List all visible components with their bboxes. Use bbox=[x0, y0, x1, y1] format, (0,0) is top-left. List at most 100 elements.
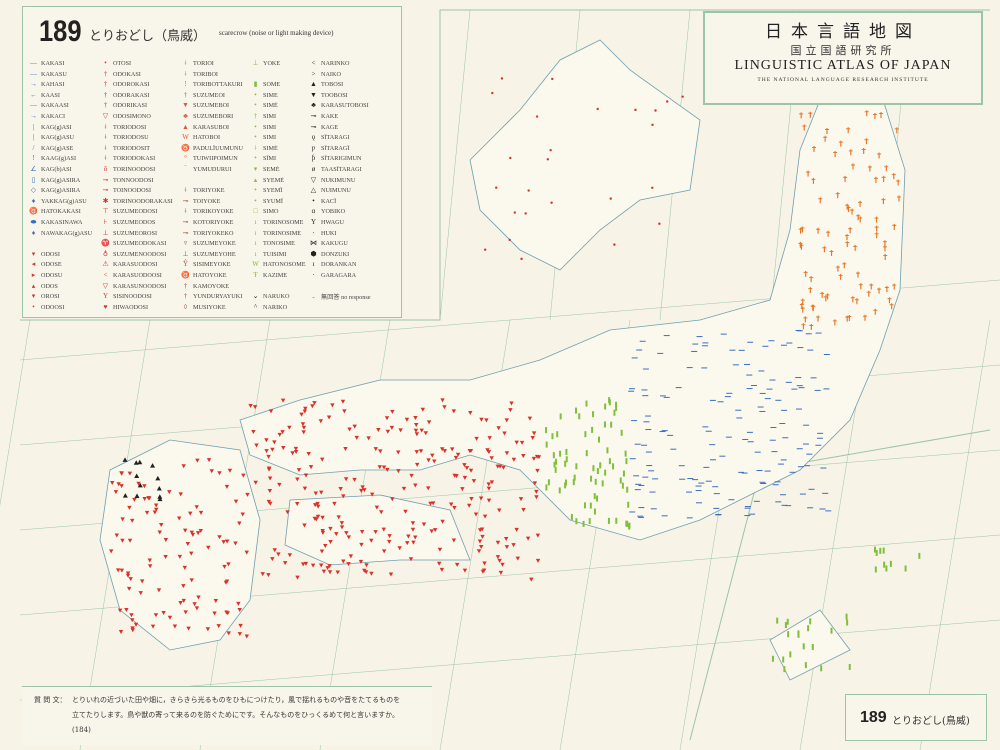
legend-label: TOINOODOSI bbox=[113, 187, 152, 195]
map-marker bbox=[237, 632, 243, 637]
legend-symbol-icon: ǂ bbox=[184, 186, 187, 195]
map-marker bbox=[582, 520, 585, 527]
legend-symbol-icon: ▽ bbox=[310, 175, 317, 184]
map-marker bbox=[339, 525, 345, 530]
legend-symbol-icon: • bbox=[254, 90, 257, 99]
legend-item: † ODORIKASI bbox=[101, 101, 147, 109]
map-marker bbox=[293, 446, 299, 451]
map-marker bbox=[866, 290, 871, 297]
map-marker bbox=[741, 472, 748, 474]
map-marker bbox=[806, 170, 811, 177]
map-marker bbox=[686, 517, 693, 519]
legend-item: ǫ SÏTARAGI bbox=[309, 133, 350, 141]
map-marker bbox=[855, 271, 860, 278]
map-marker bbox=[744, 507, 751, 509]
map-marker bbox=[348, 554, 354, 559]
map-marker bbox=[194, 505, 199, 510]
map-marker bbox=[176, 516, 182, 521]
map-marker bbox=[746, 374, 753, 376]
legend-label: SIMI bbox=[263, 134, 277, 142]
legend-symbol-icon: † bbox=[253, 112, 258, 120]
legend-label: SUZUMENOODOSI bbox=[113, 250, 167, 258]
legend-symbol-icon: ‾ bbox=[184, 165, 187, 173]
legend-symbol-icon: ♉ bbox=[181, 143, 190, 152]
legend-symbol-icon: ǂ bbox=[184, 69, 187, 78]
legend-item: ı TORINOSOME bbox=[251, 218, 304, 226]
map-marker bbox=[116, 482, 121, 487]
map-marker bbox=[705, 430, 712, 432]
map-marker bbox=[426, 486, 431, 491]
map-marker bbox=[807, 625, 810, 632]
legend-symbol-icon: ▾ bbox=[31, 249, 36, 258]
legend-label: OTOSI bbox=[113, 60, 132, 67]
legend-item: ⊸ KOTORIYOKE bbox=[181, 218, 234, 226]
legend-symbol-icon: ▿ bbox=[183, 239, 188, 248]
map-marker bbox=[432, 459, 437, 464]
map-marker bbox=[554, 466, 557, 473]
map-marker bbox=[270, 447, 275, 452]
map-marker bbox=[280, 398, 286, 403]
map-marker bbox=[509, 401, 514, 406]
map-marker bbox=[181, 464, 186, 469]
map-marker bbox=[882, 547, 885, 554]
institute-japanese: 国立国語研究所 bbox=[790, 44, 896, 57]
map-marker bbox=[833, 151, 838, 158]
legend-item: ▽ NUKIMUNU bbox=[309, 175, 356, 184]
legend-item: ♈ SUZUMEODOKASI bbox=[101, 239, 166, 247]
map-marker bbox=[829, 249, 834, 256]
legend-label: KOTORIYOKE bbox=[193, 219, 234, 226]
map-marker bbox=[486, 486, 492, 491]
map-marker bbox=[575, 518, 578, 525]
map-marker bbox=[892, 223, 897, 230]
map-marker bbox=[629, 388, 636, 390]
map-marker bbox=[592, 465, 595, 472]
legend-item: ▲ KARASUBOI bbox=[181, 123, 229, 131]
map-marker bbox=[726, 392, 733, 394]
map-marker bbox=[264, 438, 269, 443]
legend-item: † ODOKASI bbox=[101, 70, 141, 78]
map-marker bbox=[397, 546, 402, 551]
legend-item: • SYEMÏ bbox=[251, 186, 282, 194]
map-marker bbox=[795, 408, 802, 410]
map-marker bbox=[167, 615, 173, 620]
map-marker bbox=[484, 418, 489, 423]
map-marker bbox=[692, 479, 699, 481]
map-marker bbox=[615, 517, 618, 524]
map-marker bbox=[134, 493, 140, 499]
map-marker bbox=[352, 424, 357, 429]
landmass-ryukyu bbox=[769, 609, 851, 681]
map-marker bbox=[217, 535, 222, 540]
map-marker bbox=[642, 368, 649, 370]
map-marker bbox=[838, 140, 843, 147]
legend-item: · GARAGARA bbox=[309, 271, 356, 279]
map-marker bbox=[477, 539, 483, 544]
legend-item: / KAG(g)ASE bbox=[29, 144, 74, 152]
map-marker bbox=[134, 473, 140, 478]
map-marker bbox=[344, 531, 349, 536]
map-marker bbox=[864, 138, 869, 145]
legend-label: TOBOSI bbox=[321, 81, 344, 89]
map-marker bbox=[293, 449, 299, 454]
legend-item: ⊸ TONNOODOSI bbox=[101, 176, 154, 184]
map-marker bbox=[625, 520, 628, 527]
legend-label: TORIODOKASI bbox=[113, 155, 156, 163]
legend-label: KAKUGU bbox=[321, 240, 348, 248]
map-marker bbox=[532, 481, 538, 486]
map-marker bbox=[648, 470, 655, 472]
map-marker bbox=[555, 458, 558, 465]
map-marker bbox=[650, 508, 657, 510]
legend-label: SUZUMEYOHE bbox=[193, 250, 236, 258]
legend-item: • SIMI bbox=[251, 123, 276, 131]
map-marker bbox=[312, 401, 317, 406]
map-marker bbox=[759, 481, 766, 483]
map-marker bbox=[848, 663, 851, 670]
map-marker bbox=[315, 514, 321, 519]
map-marker bbox=[534, 489, 539, 494]
map-marker bbox=[401, 486, 407, 491]
legend-label: SIMĖ bbox=[263, 102, 278, 110]
map-marker bbox=[421, 522, 427, 527]
map-marker bbox=[224, 610, 229, 615]
map-marker bbox=[885, 565, 888, 572]
map-marker bbox=[652, 478, 659, 480]
map-marker bbox=[387, 534, 392, 539]
